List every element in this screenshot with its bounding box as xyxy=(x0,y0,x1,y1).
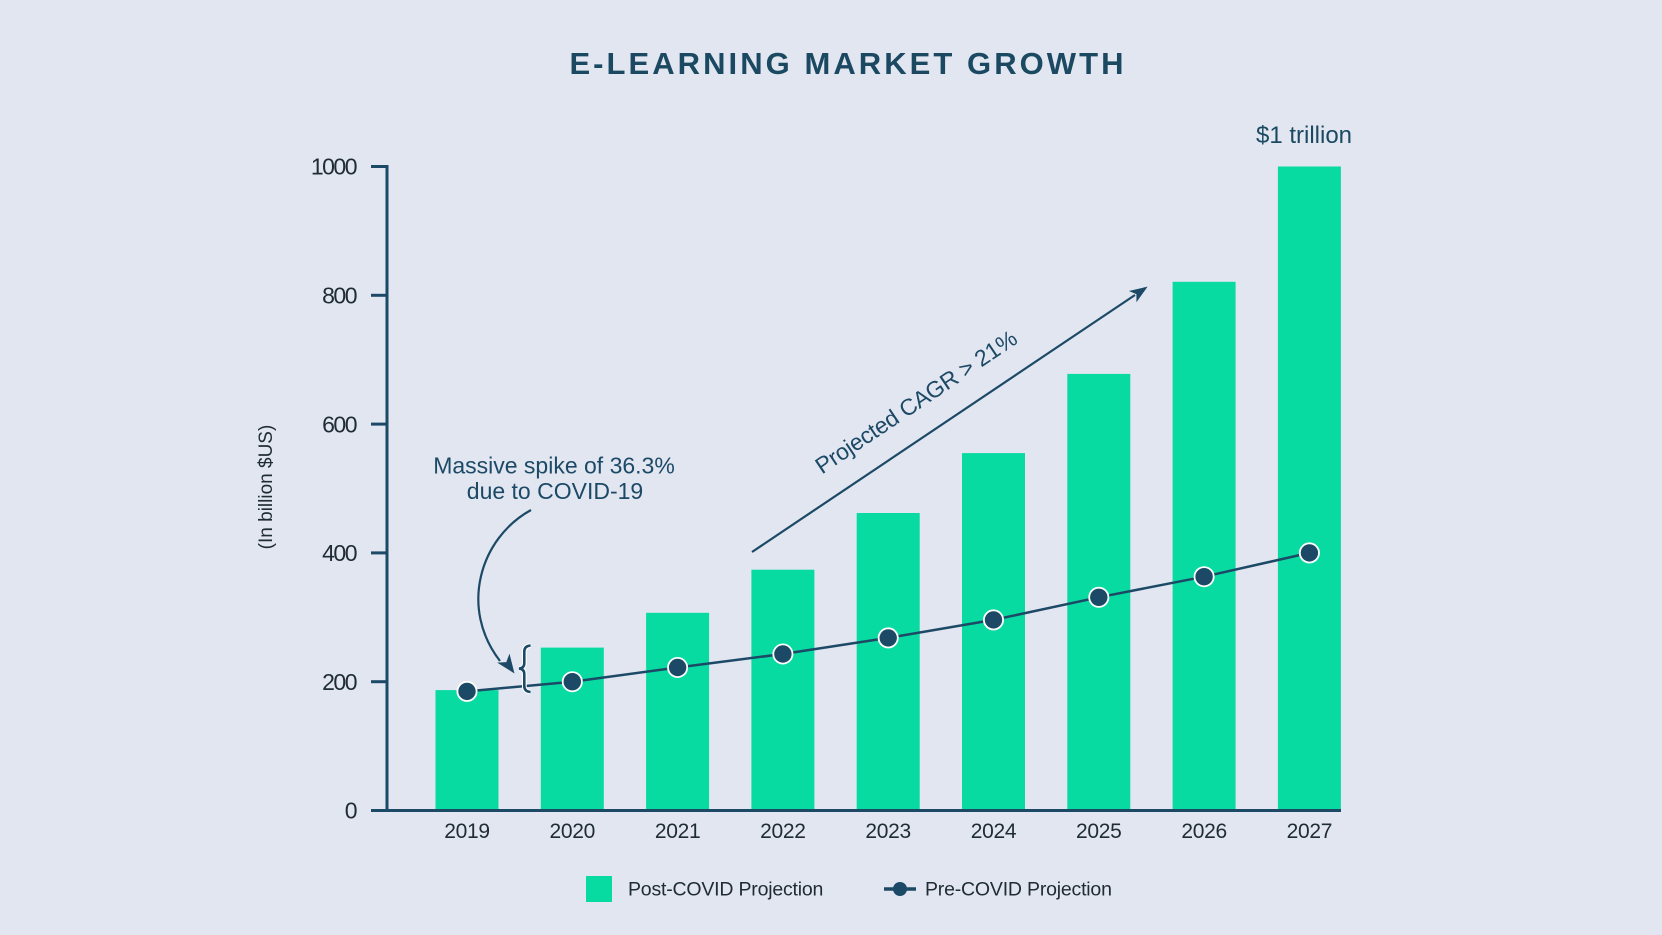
svg-text:(In billion $US): (In billion $US) xyxy=(256,425,277,550)
svg-text:2027: 2027 xyxy=(1287,820,1333,843)
svg-text:Post-COVID Projection: Post-COVID Projection xyxy=(628,879,823,901)
svg-text:2026: 2026 xyxy=(1181,820,1227,843)
svg-text:200: 200 xyxy=(322,669,357,695)
svg-text:2022: 2022 xyxy=(760,820,806,843)
svg-text:E-LEARNING MARKET GROWTH: E-LEARNING MARKET GROWTH xyxy=(569,46,1126,81)
svg-text:2020: 2020 xyxy=(550,820,596,843)
svg-text:600: 600 xyxy=(322,411,357,437)
svg-text:2019: 2019 xyxy=(444,820,490,843)
svg-text:2021: 2021 xyxy=(655,820,701,843)
svg-text:due to COVID-19: due to COVID-19 xyxy=(467,478,643,504)
svg-text:400: 400 xyxy=(322,540,357,566)
svg-text:$1 trillion: $1 trillion xyxy=(1256,122,1352,149)
svg-text:0: 0 xyxy=(345,798,357,824)
svg-text:1000: 1000 xyxy=(311,154,357,180)
svg-text:Massive spike of 36.3%: Massive spike of 36.3% xyxy=(433,453,675,479)
svg-text:2023: 2023 xyxy=(865,820,911,843)
svg-text:2025: 2025 xyxy=(1076,820,1122,843)
svg-text:800: 800 xyxy=(322,283,357,309)
svg-text:Pre-COVID Projection: Pre-COVID Projection xyxy=(925,879,1112,901)
svg-text:2024: 2024 xyxy=(971,820,1017,843)
